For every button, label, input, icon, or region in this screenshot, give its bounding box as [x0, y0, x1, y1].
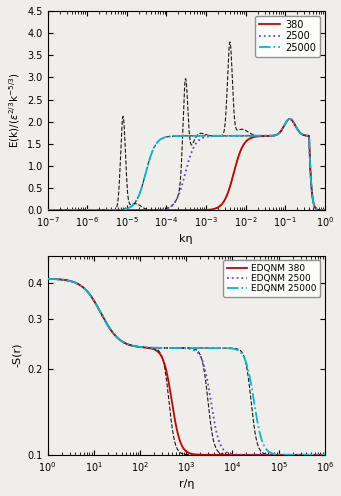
X-axis label: kη: kη	[179, 235, 193, 245]
EDQNM 25000	[226, 345, 230, 351]
2500	[323, 207, 327, 213]
380	[317, 207, 322, 213]
Line: 25000: 25000	[48, 119, 325, 210]
380	[46, 207, 50, 213]
Line: 2500: 2500	[48, 119, 325, 210]
EDQNM 2500	[252, 452, 256, 458]
Y-axis label: E(k)/($\varepsilon^{2/3}$k$^{-5/3}$): E(k)/($\varepsilon^{2/3}$k$^{-5/3}$)	[7, 73, 22, 148]
2500	[152, 207, 156, 213]
EDQNM 2500	[212, 417, 216, 423]
Legend: EDQNM 380, EDQNM 2500, EDQNM 25000: EDQNM 380, EDQNM 2500, EDQNM 25000	[223, 260, 320, 297]
2500	[46, 207, 50, 213]
EDQNM 380	[46, 276, 50, 282]
380	[77, 207, 81, 213]
Legend: 380, 2500, 25000: 380, 2500, 25000	[255, 16, 320, 57]
Line: EDQNM 2500: EDQNM 2500	[48, 279, 325, 455]
25000	[323, 207, 327, 213]
EDQNM 25000	[46, 276, 50, 282]
EDQNM 25000	[151, 345, 155, 351]
380	[287, 116, 292, 122]
X-axis label: r/η: r/η	[178, 479, 194, 489]
25000	[152, 145, 156, 151]
EDQNM 380	[226, 452, 230, 458]
EDQNM 2500	[46, 276, 50, 282]
Line: EDQNM 380: EDQNM 380	[48, 279, 325, 455]
25000	[94, 207, 98, 213]
25000	[288, 116, 292, 122]
EDQNM 380	[252, 452, 256, 458]
2500	[77, 207, 81, 213]
25000	[77, 207, 81, 213]
EDQNM 2500	[96, 305, 100, 310]
EDQNM 380	[323, 452, 327, 458]
EDQNM 25000	[96, 305, 100, 310]
EDQNM 380	[151, 346, 155, 352]
EDQNM 25000	[252, 401, 256, 407]
2500	[287, 116, 292, 122]
Line: EDQNM 25000: EDQNM 25000	[48, 279, 325, 455]
EDQNM 25000	[212, 345, 216, 351]
EDQNM 380	[273, 452, 278, 458]
EDQNM 25000	[323, 452, 327, 458]
25000	[164, 134, 168, 140]
380	[152, 207, 156, 213]
2500	[317, 207, 322, 213]
EDQNM 2500	[323, 452, 327, 458]
Line: 380: 380	[48, 119, 325, 210]
2500	[94, 207, 98, 213]
EDQNM 2500	[226, 450, 230, 456]
EDQNM 2500	[151, 345, 155, 351]
25000	[287, 116, 292, 122]
2500	[288, 116, 292, 122]
25000	[317, 207, 322, 213]
380	[323, 207, 327, 213]
EDQNM 2500	[273, 452, 278, 458]
EDQNM 380	[96, 305, 100, 310]
2500	[164, 206, 168, 212]
380	[94, 207, 98, 213]
25000	[46, 207, 50, 213]
EDQNM 380	[212, 452, 216, 458]
EDQNM 25000	[273, 451, 278, 457]
380	[288, 116, 292, 122]
Y-axis label: -S(r): -S(r)	[12, 343, 22, 368]
380	[164, 207, 168, 213]
